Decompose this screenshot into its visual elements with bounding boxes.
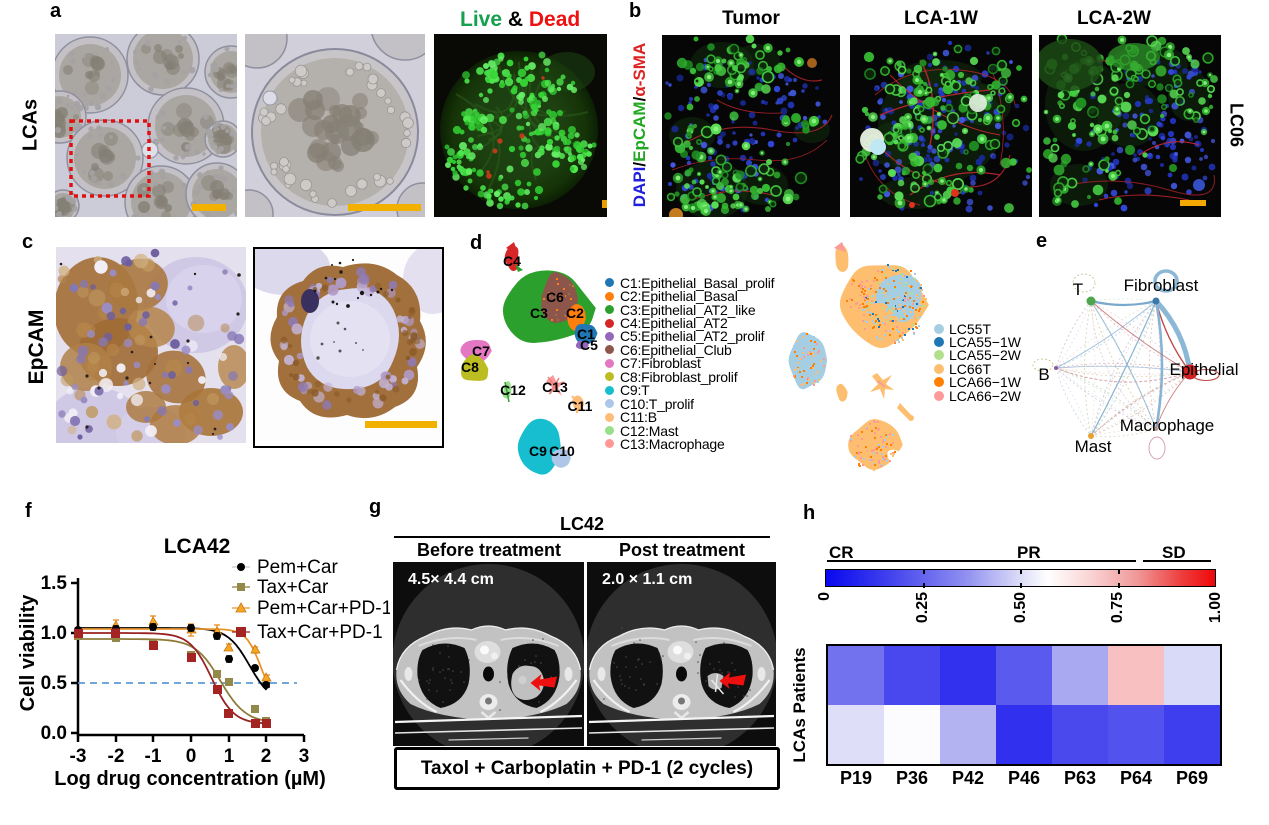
svg-text:Epithelial: Epithelial (1170, 360, 1239, 379)
svg-text:-3: -3 (70, 746, 87, 767)
svg-text:C8: C8 (461, 359, 479, 375)
svg-text:0.5: 0.5 (41, 673, 68, 694)
svg-text:Macrophage: Macrophage (1120, 416, 1215, 435)
svg-text:-1: -1 (145, 746, 162, 767)
svg-text:Mast: Mast (1075, 437, 1112, 456)
svg-text:C6: C6 (546, 289, 564, 305)
svg-text:1.5: 1.5 (41, 573, 68, 594)
svg-text:C5: C5 (580, 337, 598, 353)
svg-text:LCA42: LCA42 (164, 535, 231, 558)
svg-text:T: T (1073, 280, 1083, 299)
svg-text:C9: C9 (529, 443, 547, 459)
svg-text:C13: C13 (542, 379, 568, 395)
svg-text:C4: C4 (503, 253, 521, 269)
svg-text:C1: C1 (577, 326, 595, 342)
svg-text:C11: C11 (568, 398, 593, 414)
svg-text:0.0: 0.0 (41, 723, 67, 744)
svg-text:C12: C12 (500, 382, 526, 398)
svg-text:C10: C10 (549, 443, 575, 459)
svg-text:1.0: 1.0 (41, 623, 67, 644)
svg-text:Pem+Car+PD-1: Pem+Car+PD-1 (257, 598, 390, 619)
svg-text:C7: C7 (472, 343, 490, 359)
svg-text:2: 2 (261, 746, 272, 767)
svg-text:1: 1 (224, 746, 235, 767)
svg-text:Log drug concentration (µM): Log drug concentration (µM) (54, 768, 326, 790)
svg-text:Cell viability: Cell viability (17, 594, 39, 712)
svg-text:-2: -2 (108, 746, 125, 767)
svg-text:Pem+Car: Pem+Car (257, 557, 338, 578)
svg-text:Tax+Car: Tax+Car (257, 577, 329, 598)
svg-text:0: 0 (186, 746, 197, 767)
svg-text:C2: C2 (566, 305, 584, 321)
svg-text:3: 3 (299, 746, 310, 767)
svg-text:C3: C3 (530, 305, 548, 321)
svg-text:B: B (1038, 365, 1049, 384)
svg-text:Fibroblast: Fibroblast (1124, 276, 1199, 295)
svg-text:Tax+Car+PD-1: Tax+Car+PD-1 (257, 622, 383, 643)
